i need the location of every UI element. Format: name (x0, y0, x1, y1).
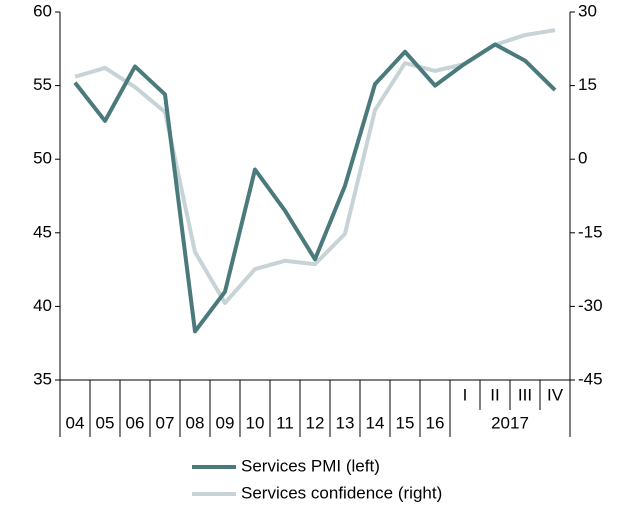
x-tick-label: 05 (96, 413, 115, 432)
x-tick-label: 10 (246, 413, 265, 432)
x-tick-label: 08 (186, 413, 205, 432)
y2-tick-label: 30 (578, 1, 597, 20)
y2-tick-label: 15 (578, 75, 597, 94)
y-tick-label: 60 (33, 1, 52, 20)
y-tick-label: 45 (33, 222, 52, 241)
x-tick-label: 11 (276, 413, 294, 432)
x-tick-label: 04 (66, 413, 85, 432)
x-tick-label: II (490, 385, 499, 404)
x-tick-label: I (463, 385, 468, 404)
x-tick-label: 07 (156, 413, 175, 432)
y2-tick-label: -15 (578, 222, 603, 241)
x-group-label: 2017 (491, 413, 529, 432)
x-tick-label: 09 (216, 413, 235, 432)
legend-label: Services confidence (right) (241, 483, 442, 502)
x-tick-label: 15 (396, 413, 415, 432)
series-line (74, 28, 556, 305)
series-line (73, 42, 557, 334)
y2-tick-label: -30 (578, 296, 603, 315)
legend-label: Services PMI (left) (241, 456, 380, 475)
x-tick-label: 16 (426, 413, 445, 432)
y-tick-label: 55 (33, 75, 52, 94)
y-tick-label: 50 (33, 149, 52, 168)
x-tick-label: III (518, 385, 532, 404)
y2-tick-label: 0 (578, 149, 587, 168)
y-tick-label: 40 (33, 296, 52, 315)
x-tick-label: IV (547, 385, 564, 404)
x-tick-label: 06 (126, 413, 145, 432)
y2-tick-label: -45 (578, 369, 603, 388)
x-tick-label: 14 (366, 413, 385, 432)
y-tick-label: 35 (33, 369, 52, 388)
x-tick-label: 13 (336, 413, 355, 432)
x-tick-label: 12 (306, 413, 325, 432)
